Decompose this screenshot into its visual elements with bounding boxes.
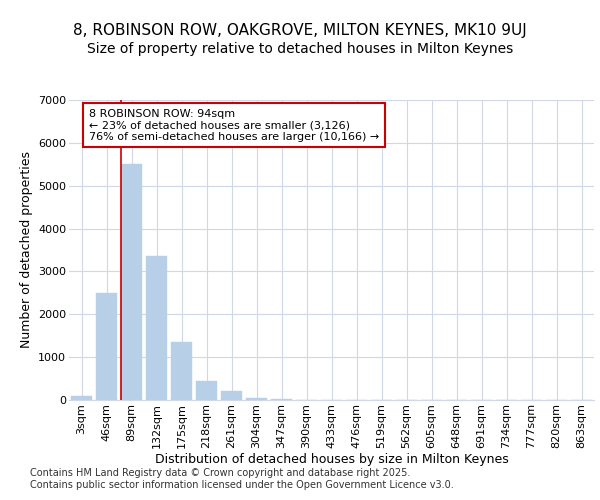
Bar (121, 164, 142, 400)
Bar (196, 380, 217, 400)
Bar (246, 398, 267, 400)
X-axis label: Distribution of detached houses by size in Milton Keynes: Distribution of detached houses by size … (155, 454, 508, 466)
Text: 8, ROBINSON ROW, OAKGROVE, MILTON KEYNES, MK10 9UJ: 8, ROBINSON ROW, OAKGROVE, MILTON KEYNES… (73, 22, 527, 38)
Y-axis label: Number of detached properties: Number of detached properties (20, 152, 32, 348)
Bar (271, 398, 292, 400)
Text: 8 ROBINSON ROW: 94sqm
← 23% of detached houses are smaller (3,126)
76% of semi-d: 8 ROBINSON ROW: 94sqm ← 23% of detached … (89, 108, 379, 142)
Bar (96, 293, 117, 400)
Text: Contains HM Land Registry data © Crown copyright and database right 2025.
Contai: Contains HM Land Registry data © Crown c… (30, 468, 454, 490)
Bar (146, 256, 167, 400)
Bar (71, 396, 92, 400)
Bar (171, 342, 192, 400)
Bar (221, 392, 242, 400)
Text: Size of property relative to detached houses in Milton Keynes: Size of property relative to detached ho… (87, 42, 513, 56)
